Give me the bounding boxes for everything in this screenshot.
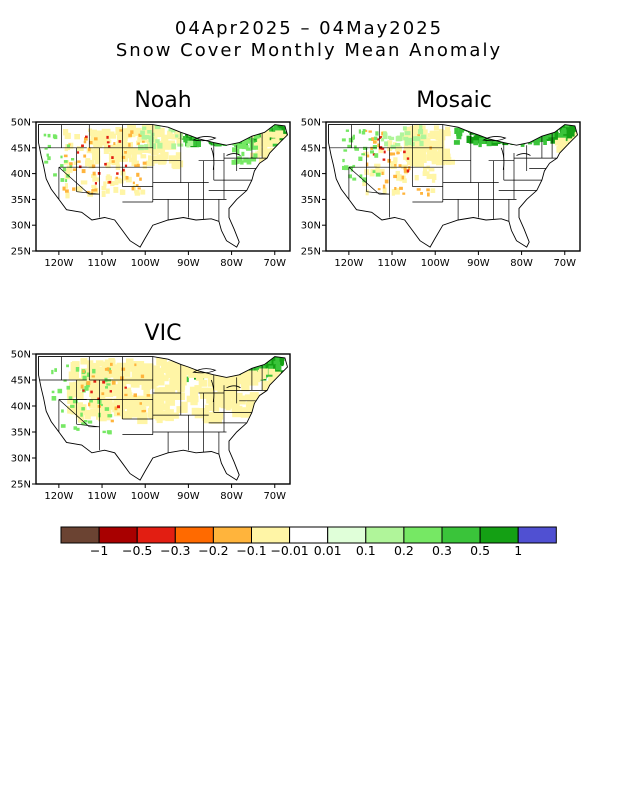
- state-borders: [38, 124, 268, 222]
- lon-tick-label: 120W: [334, 258, 363, 269]
- country-outline: [328, 124, 579, 248]
- lat-tick-label: 45N: [11, 376, 31, 387]
- lon-tick-label: 90W: [467, 258, 490, 269]
- figure-title-variable: Snow Cover Monthly Mean Anomaly: [115, 40, 503, 61]
- lat-tick-label: 35N: [301, 195, 321, 206]
- colorbar-swatch: [212, 526, 252, 544]
- lat-tick-label: 25N: [11, 480, 31, 491]
- lat-tick-label: 35N: [11, 428, 31, 439]
- lon-tick-label: 70W: [553, 258, 576, 269]
- map-frame: [35, 353, 291, 485]
- panel-title-mosaic: Mosaic: [416, 88, 492, 113]
- lat-tick-label: 25N: [301, 247, 321, 258]
- colorbar-swatch: [251, 526, 291, 544]
- map-frame: [325, 121, 581, 252]
- lat-tick-label: 30N: [11, 454, 31, 465]
- figure-title-dates: 04Apr2025 – 04May2025: [174, 18, 444, 39]
- colorbar-swatch: [289, 526, 329, 544]
- colorbar-swatch: [136, 526, 176, 544]
- colorbar-label: 0.1: [356, 543, 376, 558]
- great-lakes: [192, 368, 241, 403]
- country-outline: [38, 124, 289, 248]
- country-outline: [38, 356, 289, 481]
- lat-tick-label: 45N: [301, 143, 321, 154]
- colorbar-swatch: [98, 526, 138, 544]
- lon-tick-label: 90W: [177, 491, 200, 502]
- map-panel-mosaic: 50N 45N 40N 35N 30N 25N 120W 110W 100W 90W 80W 70W: [301, 118, 581, 269]
- colorbar-swatch: [517, 526, 557, 544]
- map-panel-vic: 50N 45N 40N 35N 30N 25N 120W 110W 100W 90W 80W 70W: [11, 350, 291, 502]
- colorbar: −1 −0.5 −0.3 −0.2 −0.1 −0.01 0.01 0.1 0.2 0.3 0.5 1: [60, 526, 557, 558]
- colorbar-swatch: [365, 526, 405, 544]
- colorbar-label: 0.5: [470, 543, 490, 558]
- lat-tick-label: 30N: [301, 221, 321, 232]
- lat-tick-label: 40N: [301, 169, 321, 180]
- colorbar-label: −0.01: [270, 543, 308, 558]
- great-lakes: [482, 136, 531, 170]
- lat-tick-label: 35N: [11, 195, 31, 206]
- lon-tick-label: 120W: [44, 258, 73, 269]
- panel-title-noah: Noah: [134, 88, 192, 113]
- colorbar-swatch: [174, 526, 214, 544]
- colorbar-label: −1: [90, 543, 108, 558]
- lon-tick-label: 100W: [421, 258, 450, 269]
- lat-tick-label: 50N: [11, 350, 31, 361]
- lat-tick-label: 40N: [11, 402, 31, 413]
- colorbar-label: 0.01: [314, 543, 342, 558]
- colorbar-label: 0.3: [432, 543, 452, 558]
- panel-title-vic: VIC: [144, 321, 182, 346]
- lon-tick-label: 70W: [263, 258, 286, 269]
- colorbar-label: 1: [514, 543, 522, 558]
- lon-tick-label: 120W: [44, 491, 73, 502]
- lon-tick-label: 100W: [131, 491, 160, 502]
- colorbar-swatch: [403, 526, 443, 544]
- colorbar-swatch: [441, 526, 481, 544]
- lon-tick-label: 110W: [88, 258, 117, 269]
- lat-tick-label: 30N: [11, 221, 31, 232]
- colorbar-swatch: [60, 526, 100, 544]
- colorbar-label: −0.2: [198, 543, 228, 558]
- lon-tick-label: 80W: [220, 258, 243, 269]
- great-lakes: [192, 136, 241, 170]
- colorbar-label: −0.5: [122, 543, 152, 558]
- lat-tick-label: 40N: [11, 169, 31, 180]
- lat-tick-label: 50N: [11, 118, 31, 129]
- lon-tick-label: 90W: [177, 258, 200, 269]
- lon-tick-label: 80W: [510, 258, 533, 269]
- colorbar-label: −0.1: [236, 543, 266, 558]
- lat-tick-label: 45N: [11, 143, 31, 154]
- map-frame: [35, 121, 291, 252]
- lon-tick-label: 100W: [131, 258, 160, 269]
- lon-tick-label: 110W: [378, 258, 407, 269]
- map-panel-noah: 50N 45N 40N 35N 30N 25N 120W 110W 100W 90W 80W 70W: [11, 118, 291, 269]
- colorbar-label: −0.3: [160, 543, 190, 558]
- colorbar-swatch: [479, 526, 519, 544]
- lat-tick-label: 25N: [11, 247, 31, 258]
- lon-tick-label: 110W: [88, 491, 117, 502]
- colorbar-label: 0.2: [394, 543, 414, 558]
- lon-tick-label: 70W: [263, 491, 286, 502]
- lat-tick-label: 50N: [301, 118, 321, 129]
- lon-tick-label: 80W: [220, 491, 243, 502]
- colorbar-swatch: [327, 526, 367, 544]
